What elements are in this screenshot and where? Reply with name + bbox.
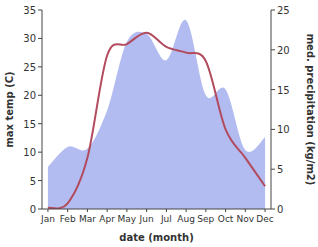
y2-tick-label: 20: [277, 45, 290, 56]
y-tick-label: 30: [23, 33, 36, 44]
y-tick: [38, 123, 42, 124]
temp-line: [48, 33, 265, 209]
x-tick: [107, 209, 108, 212]
x-tick-label: Sep: [197, 214, 214, 224]
x-tick-label: Feb: [60, 214, 76, 224]
y2-tick: [271, 49, 275, 50]
y2-tick-label: 10: [277, 124, 290, 135]
y-tick: [38, 66, 42, 67]
y2-tick: [271, 10, 275, 11]
x-tick: [47, 209, 48, 212]
x-axis: [42, 209, 271, 210]
x-tick-label: Aug: [177, 214, 195, 224]
x-tick: [205, 209, 206, 212]
x-tick: [245, 209, 246, 212]
y-tick: [38, 38, 42, 39]
x-tick: [87, 209, 88, 212]
x-tick-label: Nov: [237, 214, 255, 224]
y-tick: [38, 180, 42, 181]
y-tick: [38, 10, 42, 11]
y-tick-label: 20: [23, 90, 36, 101]
x-tick-label: May: [118, 214, 137, 224]
y-tick-label: 5: [30, 176, 36, 187]
y2-tick: [271, 89, 275, 90]
y2-tick-label: 15: [277, 85, 290, 96]
x-tick-label: Jan: [40, 214, 55, 224]
x-tick-label: Mar: [79, 214, 96, 224]
y2-tick-label: 25: [277, 5, 290, 16]
x-axis-label: date (month): [119, 232, 193, 243]
y-tick-label: 0: [30, 204, 36, 215]
y2-tick: [271, 169, 275, 170]
x-tick: [146, 209, 147, 212]
y-tick: [38, 95, 42, 96]
precip-area: [48, 20, 265, 209]
x-tick: [265, 209, 266, 212]
y-axis-label: max temp (C): [4, 71, 15, 147]
plot-area: [48, 20, 265, 209]
y-tick: [38, 152, 42, 153]
x-tick-label: Jun: [139, 214, 154, 224]
y-tick-label: 35: [23, 5, 36, 16]
y-tick-label: 25: [23, 62, 36, 73]
chart: 051015202530350510152025JanFebMarAprMayJ…: [0, 0, 318, 247]
x-tick: [225, 209, 226, 212]
y-tick-label: 10: [23, 147, 36, 158]
y2-tick: [271, 209, 275, 210]
x-tick: [126, 209, 127, 212]
y2-tick: [271, 129, 275, 130]
y2-tick-label: 0: [277, 204, 283, 215]
x-tick-label: Jul: [160, 214, 172, 224]
x-tick-label: Dec: [256, 214, 273, 224]
y-tick-label: 15: [23, 119, 36, 130]
x-tick: [166, 209, 167, 212]
y2-tick-label: 5: [277, 164, 283, 175]
y2-axis: [271, 10, 272, 209]
x-tick-label: Oct: [218, 214, 234, 224]
x-tick: [186, 209, 187, 212]
x-tick-label: Apr: [99, 214, 115, 224]
y2-axis-label: med. precipitation (kg/m2): [305, 34, 316, 186]
y-tick: [38, 209, 42, 210]
y-axis: [42, 10, 43, 209]
x-tick: [67, 209, 68, 212]
